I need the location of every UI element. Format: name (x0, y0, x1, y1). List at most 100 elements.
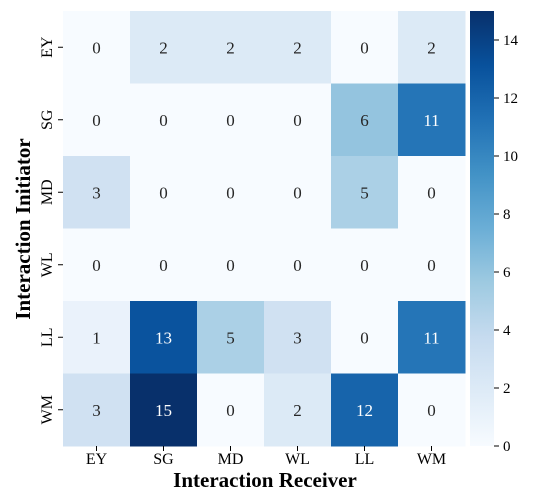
heatmap-cell-LL-SG (130, 301, 198, 374)
heatmap-cell-WL-SG (130, 228, 198, 302)
colorbar-tick-label-8: 8 (503, 207, 511, 223)
cell-value-label: 0 (293, 111, 302, 130)
cell-value-label: 0 (226, 401, 235, 420)
y-tick-label-md: MD (39, 179, 56, 205)
heatmap-cell-SG-SG (130, 83, 198, 157)
y-tick-label-ll: LL (39, 327, 56, 347)
colorbar-ticks: 0 2 4 6 8 10 12 14 (494, 33, 519, 455)
cell-value-label: 6 (360, 111, 369, 130)
cell-value-label: 13 (155, 328, 172, 347)
y-axis-title: Interaction Initiator (11, 138, 35, 319)
cell-value-label: 2 (159, 38, 168, 57)
heatmap-cell-LL-LL (331, 301, 399, 374)
cell-value-label: 12 (356, 401, 373, 420)
x-tick-label-md: MD (218, 451, 244, 468)
cell-value-label: 3 (293, 328, 302, 347)
cell-value-label: 0 (92, 256, 101, 275)
colorbar-tick-label-2: 2 (503, 381, 511, 397)
heatmap-cell-WL-EY (63, 228, 131, 302)
cell-value-label: 11 (423, 328, 439, 347)
heatmap-cell-LL-EY (63, 301, 131, 374)
heatmap-cell-SG-WM (398, 83, 466, 157)
heatmap-cell-WM-MD (197, 373, 265, 447)
heatmap-cell-SG-WL (264, 83, 332, 157)
heatmap-cell-WM-WL (264, 373, 332, 447)
heatmap-cells (63, 11, 466, 447)
heatmap-cell-EY-MD (197, 11, 265, 84)
heatmap-cell-WM-WM (398, 373, 466, 447)
cell-value-label: 5 (226, 328, 235, 347)
cell-value-label: 0 (159, 183, 168, 202)
cell-value-label: 0 (293, 183, 302, 202)
cell-value-label: 0 (293, 256, 302, 275)
colorbar (470, 11, 494, 446)
heatmap-cell-EY-LL (331, 11, 399, 84)
heatmap-cell-WM-LL (331, 373, 399, 447)
heatmap-cell-SG-EY (63, 83, 131, 157)
heatmap-cell-LL-WL (264, 301, 332, 374)
cell-value-label: 2 (293, 401, 302, 420)
heatmap-cell-labels: 0 2 2 2 0 20 0 0 0 6 113 0 0 0 5 00 0 0 0 0 01 13 5 3 0 113 15 0 2 12… (92, 38, 439, 420)
cell-value-label: 0 (159, 111, 168, 130)
cell-value-label: 0 (360, 38, 369, 57)
cell-value-label: 2 (427, 38, 436, 57)
cell-value-label: 0 (92, 38, 101, 57)
x-tick-label-sg: SG (153, 451, 174, 468)
heatmap-cell-MD-SG (130, 156, 198, 229)
cell-value-label: 15 (155, 401, 172, 420)
cell-value-label: 0 (360, 256, 369, 275)
y-tick-label-wm: WM (39, 395, 56, 424)
x-axis-ticks: EY SG MD WL LL WM (86, 446, 446, 468)
heatmap-cell-WL-MD (197, 228, 265, 302)
heatmap-cell-EY-WL (264, 11, 332, 84)
heatmap-cell-WL-LL (331, 228, 399, 302)
cell-value-label: 5 (360, 183, 369, 202)
heatmap-cell-SG-MD (197, 83, 265, 157)
cell-value-label: 0 (427, 256, 436, 275)
heatmap-cell-EY-SG (130, 11, 198, 84)
heatmap-cell-MD-EY (63, 156, 131, 229)
y-axis-ticks: EY SG MD WL LL WM (39, 36, 63, 424)
cell-value-label: 11 (423, 111, 439, 130)
y-tick-label-ey: EY (39, 36, 56, 58)
y-tick-label-sg: SG (39, 109, 56, 130)
colorbar-tick-label-6: 6 (503, 265, 511, 281)
heatmap-cell-MD-LL (331, 156, 399, 229)
x-tick-label-wm: WM (417, 451, 446, 468)
cell-value-label: 0 (226, 183, 235, 202)
colorbar-tick-label-4: 4 (503, 323, 511, 339)
cell-value-label: 0 (427, 401, 436, 420)
heatmap-cell-WL-WM (398, 228, 466, 302)
heatmap-cell-MD-WL (264, 156, 332, 229)
heatmap-cell-EY-WM (398, 11, 466, 84)
y-tick-label-wl: WL (39, 252, 56, 277)
heatmap-cell-MD-MD (197, 156, 265, 229)
cell-value-label: 0 (427, 183, 436, 202)
cell-value-label: 1 (92, 328, 101, 347)
cell-value-label: 0 (159, 256, 168, 275)
colorbar-tick-label-12: 12 (503, 91, 518, 107)
heatmap-cell-WL-WL (264, 228, 332, 302)
x-tick-label-wl: WL (285, 451, 310, 468)
cell-value-label: 3 (92, 401, 101, 420)
cell-value-label: 0 (360, 328, 369, 347)
colorbar-tick-label-0: 0 (503, 439, 511, 455)
x-tick-label-ey: EY (86, 451, 108, 468)
cell-value-label: 2 (293, 38, 302, 57)
cell-value-label: 0 (226, 256, 235, 275)
x-axis-title: Interaction Receiver (173, 468, 357, 491)
cell-value-label: 3 (92, 183, 101, 202)
heatmap-cell-LL-WM (398, 301, 466, 374)
heatmap-cell-WM-SG (130, 373, 198, 447)
x-tick-label-ll: LL (355, 451, 375, 468)
heatmap-cell-SG-LL (331, 83, 399, 157)
cell-value-label: 2 (226, 38, 235, 57)
cell-value-label: 0 (92, 111, 101, 130)
heatmap-cell-MD-WM (398, 156, 466, 229)
colorbar-tick-label-10: 10 (503, 149, 518, 165)
heatmap-cell-EY-EY (63, 11, 131, 84)
heatmap-cell-LL-MD (197, 301, 265, 374)
heatmap-cell-WM-EY (63, 373, 131, 447)
cell-value-label: 0 (226, 111, 235, 130)
